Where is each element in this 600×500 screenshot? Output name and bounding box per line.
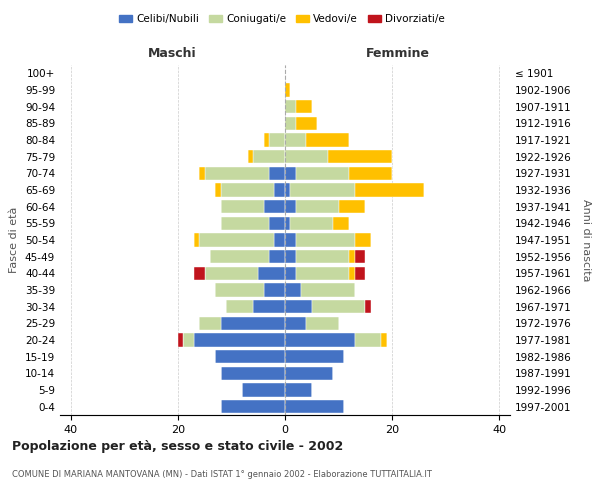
- Bar: [194, 334, 285, 346]
- Bar: [253, 150, 285, 164]
- Bar: [333, 216, 349, 230]
- Bar: [263, 134, 269, 146]
- Bar: [296, 166, 349, 180]
- Bar: [253, 300, 285, 314]
- Bar: [226, 300, 253, 314]
- Text: Popolazione per età, sesso e stato civile - 2002: Popolazione per età, sesso e stato civil…: [12, 440, 343, 453]
- Bar: [349, 250, 355, 264]
- Bar: [285, 400, 344, 413]
- Bar: [221, 200, 263, 213]
- Bar: [269, 216, 285, 230]
- Bar: [285, 284, 301, 296]
- Bar: [285, 250, 296, 264]
- Bar: [296, 234, 355, 246]
- Bar: [285, 316, 307, 330]
- Bar: [199, 166, 205, 180]
- Bar: [199, 316, 221, 330]
- Bar: [242, 384, 285, 396]
- Bar: [199, 234, 274, 246]
- Bar: [205, 266, 258, 280]
- Bar: [349, 166, 392, 180]
- Bar: [269, 166, 285, 180]
- Bar: [285, 84, 290, 96]
- Bar: [382, 334, 387, 346]
- Bar: [248, 150, 253, 164]
- Bar: [263, 200, 285, 213]
- Bar: [296, 116, 317, 130]
- Bar: [221, 216, 269, 230]
- Bar: [338, 200, 365, 213]
- Bar: [285, 234, 296, 246]
- Bar: [274, 184, 285, 196]
- Bar: [355, 234, 371, 246]
- Bar: [365, 300, 371, 314]
- Bar: [215, 284, 263, 296]
- Bar: [194, 234, 199, 246]
- Text: COMUNE DI MARIANA MANTOVANA (MN) - Dati ISTAT 1° gennaio 2002 - Elaborazione TUT: COMUNE DI MARIANA MANTOVANA (MN) - Dati …: [12, 470, 432, 479]
- Bar: [307, 316, 338, 330]
- Bar: [355, 334, 382, 346]
- Bar: [296, 250, 349, 264]
- Bar: [290, 216, 333, 230]
- Bar: [183, 334, 194, 346]
- Bar: [269, 250, 285, 264]
- Y-axis label: Fasce di età: Fasce di età: [10, 207, 19, 273]
- Bar: [210, 250, 269, 264]
- Bar: [285, 150, 328, 164]
- Bar: [285, 366, 333, 380]
- Bar: [215, 184, 221, 196]
- Bar: [258, 266, 285, 280]
- Bar: [285, 384, 312, 396]
- Bar: [296, 200, 338, 213]
- Bar: [307, 134, 349, 146]
- Bar: [285, 116, 296, 130]
- Bar: [301, 284, 355, 296]
- Bar: [285, 216, 290, 230]
- Bar: [263, 284, 285, 296]
- Bar: [178, 334, 183, 346]
- Bar: [290, 184, 355, 196]
- Bar: [349, 266, 355, 280]
- Bar: [285, 166, 296, 180]
- Bar: [285, 266, 296, 280]
- Bar: [296, 266, 349, 280]
- Bar: [285, 334, 355, 346]
- Bar: [285, 134, 307, 146]
- Bar: [328, 150, 392, 164]
- Bar: [355, 250, 365, 264]
- Legend: Celibi/Nubili, Coniugati/e, Vedovi/e, Divorziati/e: Celibi/Nubili, Coniugati/e, Vedovi/e, Di…: [115, 10, 449, 29]
- Bar: [285, 184, 290, 196]
- Bar: [269, 134, 285, 146]
- Bar: [285, 100, 296, 114]
- Bar: [221, 366, 285, 380]
- Bar: [312, 300, 365, 314]
- Bar: [221, 316, 285, 330]
- Bar: [285, 300, 312, 314]
- Bar: [355, 184, 424, 196]
- Y-axis label: Anni di nascita: Anni di nascita: [581, 198, 591, 281]
- Text: Femmine: Femmine: [365, 47, 430, 60]
- Bar: [194, 266, 205, 280]
- Bar: [285, 350, 344, 364]
- Text: Maschi: Maschi: [148, 47, 197, 60]
- Bar: [296, 100, 312, 114]
- Bar: [205, 166, 269, 180]
- Bar: [355, 266, 365, 280]
- Bar: [274, 234, 285, 246]
- Bar: [215, 350, 285, 364]
- Bar: [285, 200, 296, 213]
- Bar: [221, 184, 274, 196]
- Bar: [221, 400, 285, 413]
